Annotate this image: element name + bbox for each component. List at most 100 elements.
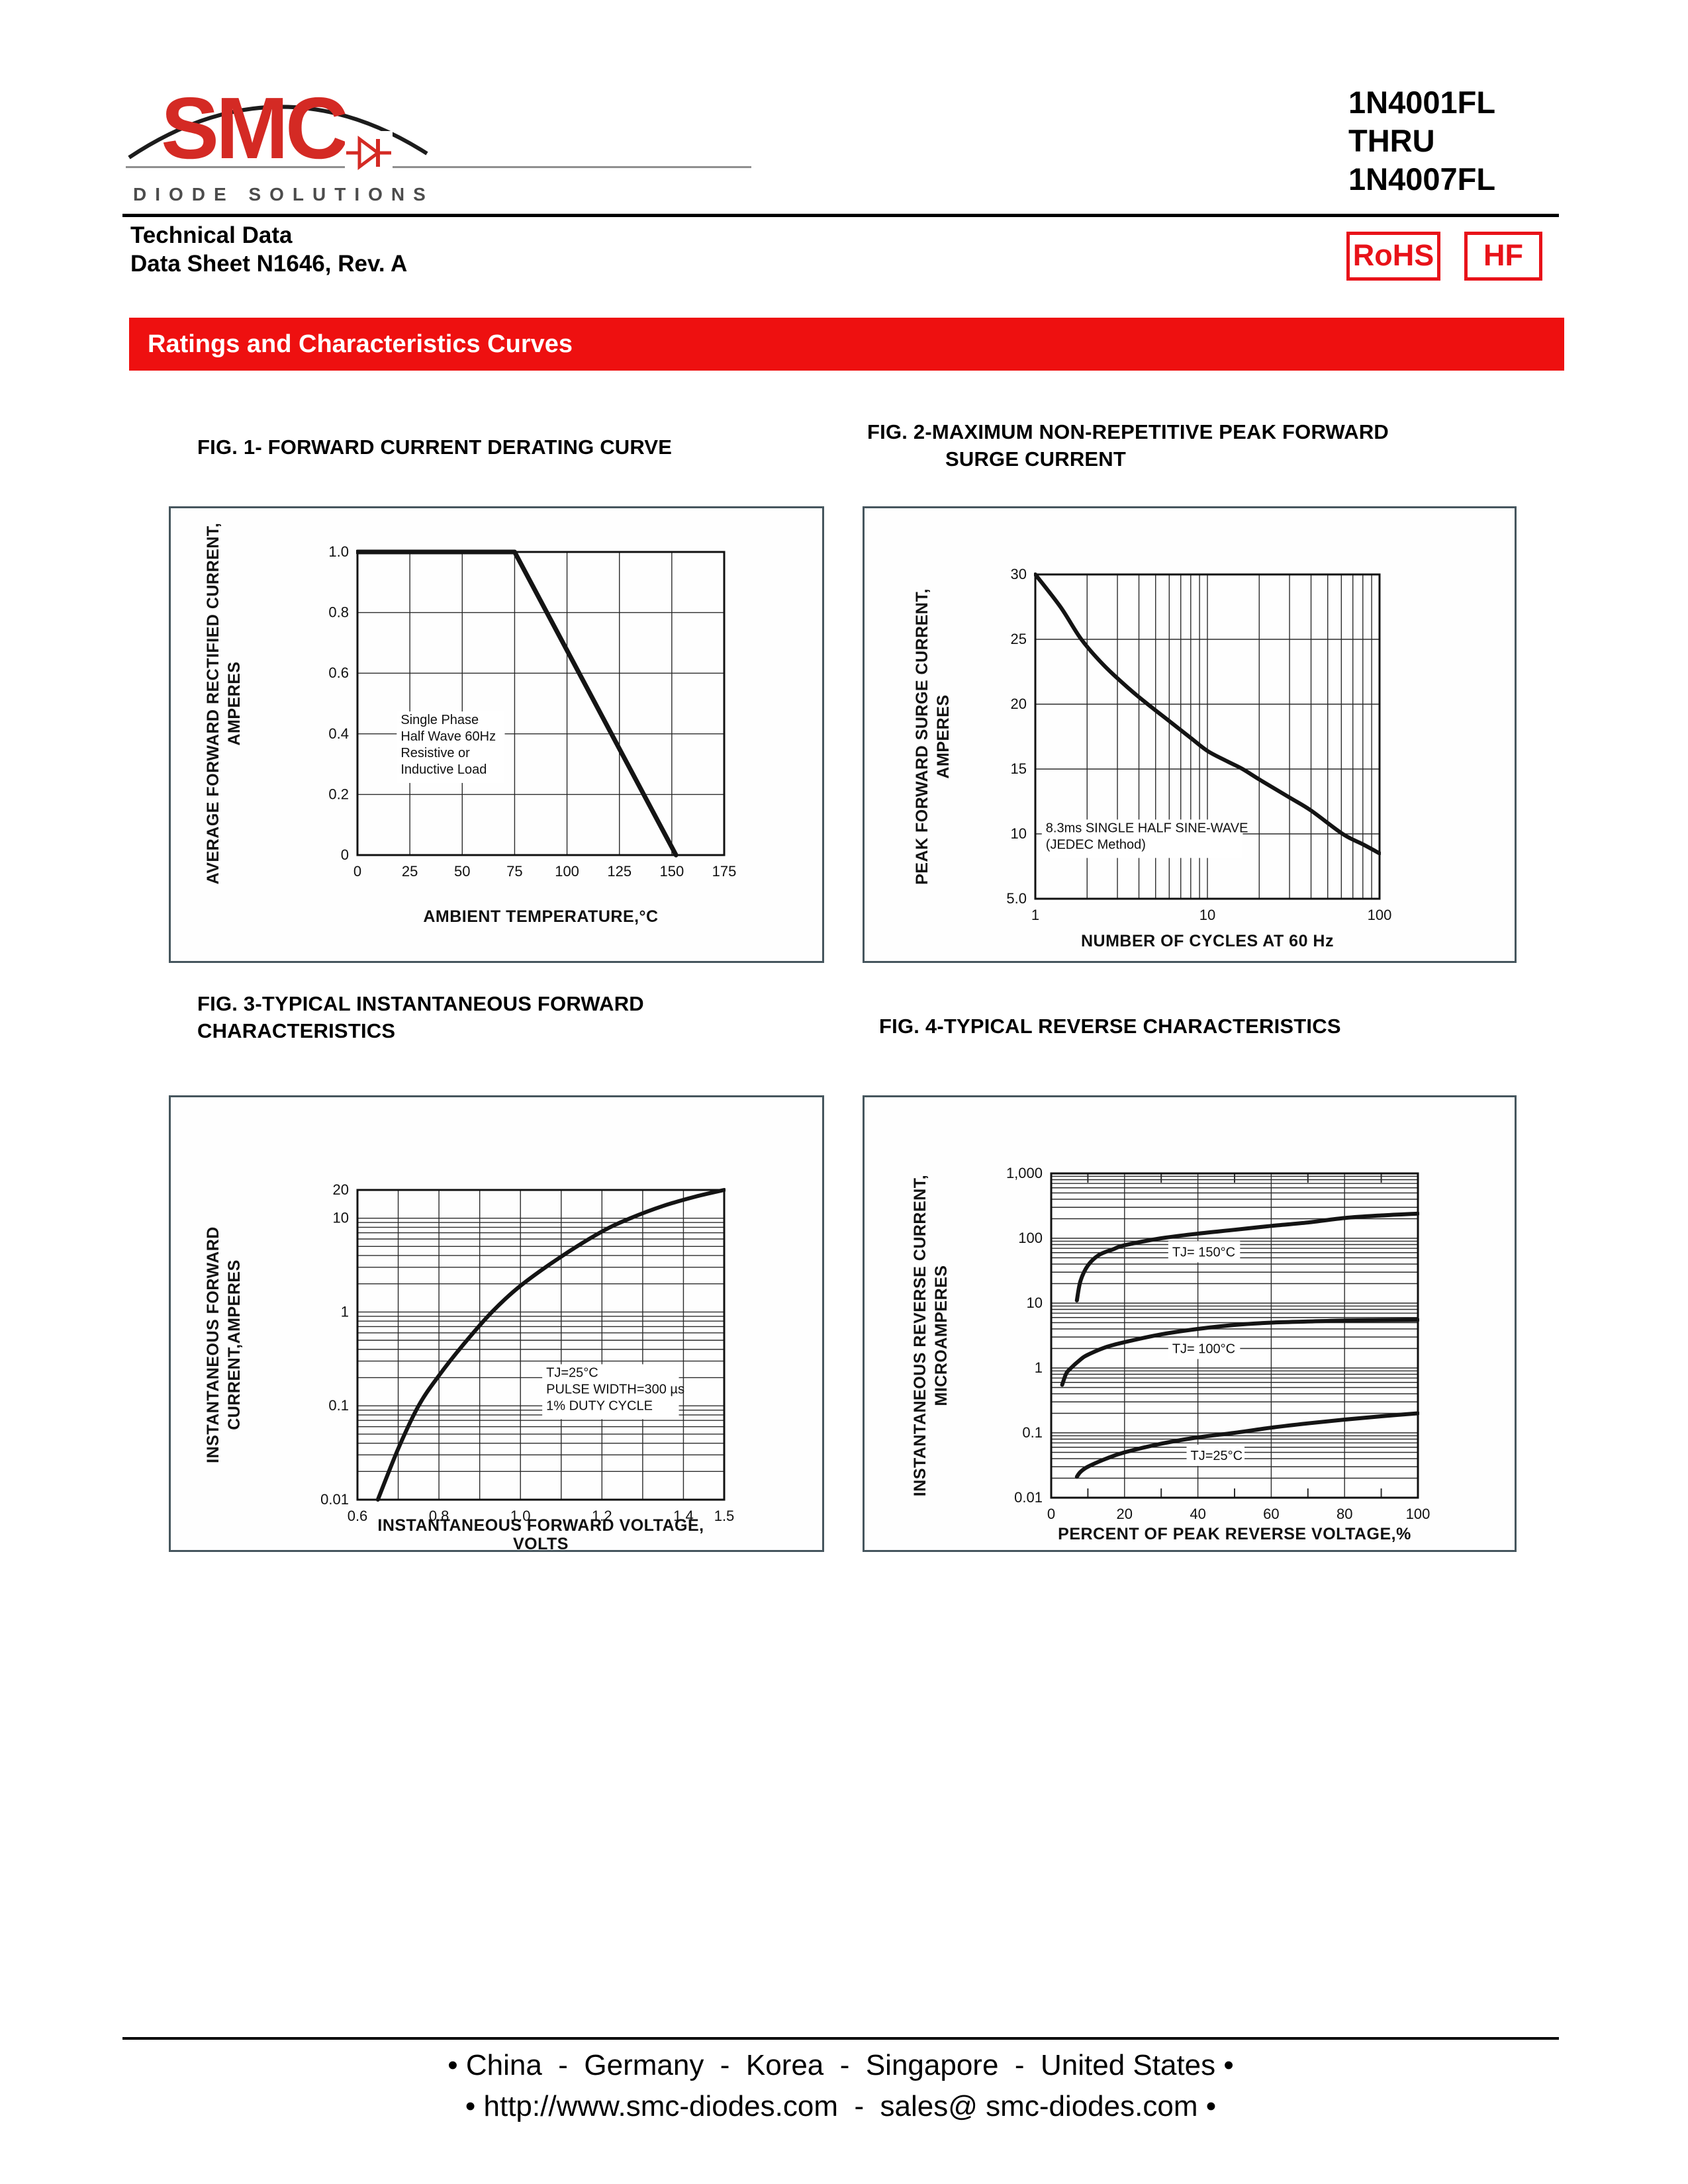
svg-text:25: 25 [1011,631,1027,647]
svg-text:100: 100 [1406,1506,1430,1522]
fig4-plot-svg: TJ= 150°C TJ= 100°C TJ=25°C 0 20 40 60 80 100 0.0… [911,1165,1430,1543]
part-number-line: 1N4007FL [1348,161,1496,197]
part-number-line: 1N4001FL [1348,85,1496,120]
svg-text:(JEDEC Method): (JEDEC Method) [1046,837,1146,852]
svg-text:0.01: 0.01 [1014,1489,1043,1506]
svg-text:Inductive Load: Inductive Load [400,762,487,777]
svg-text:5.0: 5.0 [1006,890,1027,907]
section-banner: Ratings and Characteristics Curves [129,318,1564,371]
doc-sheet-number: Data Sheet N1646, Rev. A [130,251,408,277]
hf-badge: HF [1464,232,1542,281]
svg-text:TJ=25°C: TJ=25°C [1191,1449,1243,1463]
doc-title: Technical Data [130,222,293,248]
svg-text:0: 0 [1047,1506,1055,1522]
svg-text:10: 10 [1011,825,1027,842]
svg-text:150: 150 [659,863,684,880]
svg-text:8.3ms SINGLE HALF SINE-WAVE: 8.3ms SINGLE HALF SINE-WAVE [1046,821,1248,835]
svg-text:1.0: 1.0 [510,1508,531,1524]
svg-text:0.1: 0.1 [328,1397,349,1414]
svg-text:TJ= 150°C: TJ= 150°C [1172,1245,1235,1259]
fig4-chart-box: TJ= 150°C TJ= 100°C TJ=25°C 0 20 40 60 80 100 0.0… [863,1095,1517,1552]
svg-text:10: 10 [1199,907,1215,923]
svg-text:INSTANTANEOUS REVERSE CURRENT,: INSTANTANEOUS REVERSE CURRENT, MICROAMPER… [911,1175,951,1496]
svg-text:30: 30 [1011,566,1027,582]
fig3-chart-box: TJ=25°C PULSE WIDTH=300 µs 1% DUTY CYCLE 0.… [169,1095,824,1552]
fig2-title: FIG. 2-MAXIMUM NON-REPETITIVE PEAK FORWA… [867,420,1389,471]
fig2-plot-svg: 8.3ms SINGLE HALF SINE-WAVE (JEDEC Method… [913,566,1392,950]
svg-text:INSTANTANEOUS FORWARD VOLTAGE,: INSTANTANEOUS FORWARD VOLTAGE, VOLTS [377,1516,704,1550]
svg-text:PULSE WIDTH=300 µs: PULSE WIDTH=300 µs [546,1382,684,1396]
svg-text:40: 40 [1190,1506,1205,1522]
svg-text:1.2: 1.2 [592,1508,612,1524]
svg-text:0.8: 0.8 [429,1508,449,1524]
smc-logo: SMC DIODE SOLUTIONS [122,85,434,217]
svg-text:100: 100 [1368,907,1392,923]
svg-text:AVERAGE FORWARD RECTIFIED CURR: AVERAGE FORWARD RECTIFIED CURRENT, AMPERE… [204,523,244,885]
svg-text:60: 60 [1263,1506,1279,1522]
svg-text:1,000: 1,000 [1006,1165,1043,1181]
svg-text:25: 25 [402,863,418,880]
fig1-title: FIG. 1- FORWARD CURRENT DERATING CURVE [197,435,673,459]
svg-text:20: 20 [333,1181,349,1198]
fig1-plot-svg: Single Phase Half Wave 60Hz Resistive or In… [204,523,737,926]
svg-text:0.2: 0.2 [328,786,349,802]
part-number-line: THRU [1348,123,1435,158]
svg-text:AMBIENT TEMPERATURE,°C: AMBIENT TEMPERATURE,°C [423,907,658,926]
section-title: Ratings and Characteristics Curves [148,330,573,358]
svg-text:PERCENT OF PEAK REVERSE VOLTAG: PERCENT OF PEAK REVERSE VOLTAGE,% [1058,1525,1411,1543]
svg-text:1.0: 1.0 [328,543,349,560]
svg-text:75: 75 [506,863,522,880]
svg-text:Resistive or: Resistive or [400,746,470,760]
svg-text:80: 80 [1336,1506,1352,1522]
compliance-badges: RoHS HF [1346,232,1542,281]
footer-locations: • China - Germany - Korea - Singapore - … [447,2049,1234,2081]
part-number-block: 1N4001FL THRU 1N4007FL [1348,83,1495,199]
logo-tagline: DIODE SOLUTIONS [133,184,434,205]
svg-text:0.8: 0.8 [328,604,349,621]
svg-text:100: 100 [555,863,579,880]
svg-text:0.6: 0.6 [348,1508,368,1524]
logo-arc [128,105,428,159]
svg-text:1% DUTY CYCLE: 1% DUTY CYCLE [546,1398,653,1413]
fig3-title: FIG. 3-TYPICAL INSTANTANEOUS FORWARD CHA… [197,992,644,1042]
footer-contact: • http://www.smc-diodes.com - sales@ smc… [465,2090,1217,2122]
header-rule [122,214,1559,217]
svg-text:175: 175 [712,863,737,880]
fig3-plot-svg: TJ=25°C PULSE WIDTH=300 µs 1% DUTY CYCLE 0.… [204,1181,735,1550]
svg-text:125: 125 [607,863,632,880]
fig1-chart-box: Single Phase Half Wave 60Hz Resistive or In… [169,506,824,963]
svg-text:0: 0 [341,846,349,863]
svg-text:20: 20 [1011,696,1027,712]
svg-text:TJ= 100°C: TJ= 100°C [1172,1342,1235,1356]
footer-rule [122,2037,1559,2040]
svg-text:10: 10 [1027,1295,1043,1311]
svg-text:1.5: 1.5 [714,1508,735,1524]
svg-text:20: 20 [1117,1506,1133,1522]
svg-text:1.4: 1.4 [673,1508,694,1524]
svg-text:Single Phase: Single Phase [400,713,479,727]
svg-text:1: 1 [341,1303,349,1320]
logo-horizontal-rule [126,166,751,168]
svg-text:0.01: 0.01 [320,1491,349,1508]
fig2-chart-box: 8.3ms SINGLE HALF SINE-WAVE (JEDEC Method… [863,506,1517,963]
svg-text:0.6: 0.6 [328,664,349,681]
rohs-badge: RoHS [1346,232,1440,281]
svg-text:50: 50 [454,863,470,880]
svg-text:TJ=25°C: TJ=25°C [546,1365,598,1380]
svg-text:100: 100 [1018,1230,1043,1246]
svg-text:NUMBER OF CYCLES AT 60 Hz: NUMBER OF CYCLES AT 60 Hz [1081,932,1334,950]
logo-brand-text: SMC [161,79,348,177]
svg-text:10: 10 [333,1210,349,1226]
svg-text:PEAK FORWARD SURGE CURRENT,AMP: PEAK FORWARD SURGE CURRENT, AMPERES [913,588,953,885]
svg-text:0: 0 [353,863,361,880]
svg-text:0.1: 0.1 [1022,1424,1043,1441]
svg-text:15: 15 [1011,760,1027,777]
fig4-title: FIG. 4-TYPICAL REVERSE CHARACTERISTICS [879,1015,1341,1038]
svg-text:1: 1 [1031,907,1039,923]
diode-icon [345,131,393,175]
doc-info: Technical Data Data Sheet N1646, Rev. A [130,221,407,278]
svg-text:0.4: 0.4 [328,725,349,742]
svg-text:Half Wave 60Hz: Half Wave 60Hz [400,729,496,744]
